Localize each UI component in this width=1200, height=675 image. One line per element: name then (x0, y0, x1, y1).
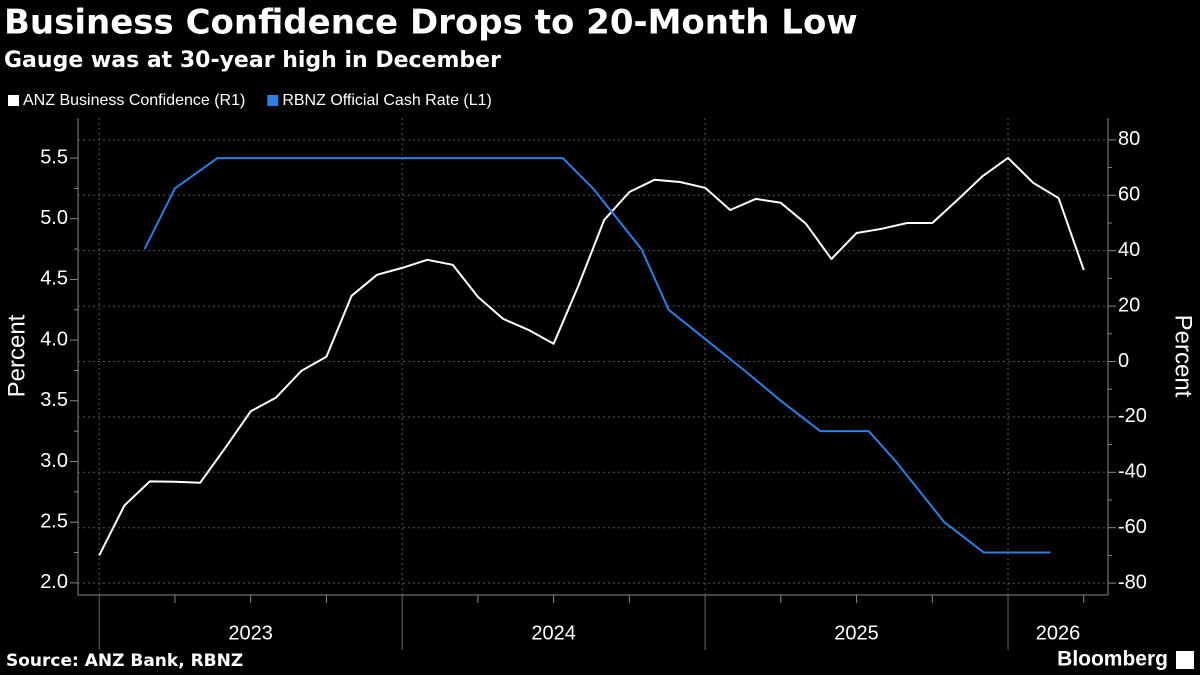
y2-tick-label: 80 (1118, 128, 1140, 150)
line-series (143, 157, 1051, 554)
y2-tick-label: -40 (1118, 461, 1147, 483)
y2-tick-label: 60 (1118, 184, 1140, 206)
legend-label: ANZ Business Confidence (R1) (23, 92, 245, 109)
x-tick-label: 2023 (228, 622, 273, 644)
chart-title: Business Confidence Drops to 20-Month Lo… (4, 3, 858, 43)
x-tick-label: 2026 (1036, 622, 1081, 644)
y2-tick-label: 0 (1118, 350, 1129, 372)
brand: Bloomberg (1057, 648, 1168, 671)
x-tick-label: 2025 (834, 622, 879, 644)
y-tick-label: 3.5 (40, 389, 68, 411)
y-tick-label: 4.5 (40, 268, 68, 290)
y-tick-label: 4.0 (40, 328, 68, 350)
chart-subtitle: Gauge was at 30-year high in December (4, 48, 501, 73)
y2-tick-label: -20 (1118, 405, 1147, 427)
y2-tick-label: 40 (1118, 239, 1140, 261)
y2-tick-label: -80 (1118, 571, 1147, 593)
y2-tick-label: -60 (1118, 516, 1147, 538)
brand-icon (1176, 651, 1194, 669)
y2-axis-title: Percent (1170, 315, 1197, 398)
legend-swatch (267, 95, 279, 106)
legend-label: RBNZ Official Cash Rate (L1) (282, 92, 492, 109)
y-tick-label: 3.0 (40, 450, 68, 472)
y-tick-label: 2.0 (40, 571, 68, 593)
x-tick-label: 2024 (531, 622, 576, 644)
line-series (98, 156, 1085, 556)
legend-swatch (8, 95, 19, 106)
y-axis-title: Percent (3, 314, 30, 397)
y-tick-label: 5.5 (40, 146, 68, 168)
y-tick-label: 2.5 (40, 510, 68, 532)
y2-tick-label: 20 (1118, 294, 1140, 316)
source: Source: ANZ Bank, RBNZ (6, 651, 243, 671)
y-tick-label: 5.0 (40, 207, 68, 229)
